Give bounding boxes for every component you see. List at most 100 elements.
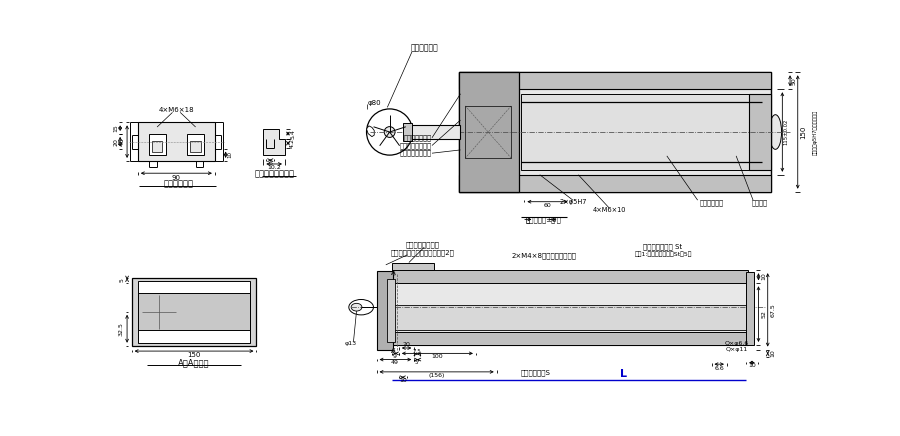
Ellipse shape [770,115,781,150]
Text: 32.5: 32.5 [119,322,123,336]
Circle shape [198,127,201,129]
Circle shape [640,77,647,84]
Circle shape [148,301,169,323]
Circle shape [487,109,490,112]
Bar [392,270,749,283]
Bar [459,72,770,192]
Bar [749,94,770,170]
Circle shape [197,126,202,131]
Circle shape [366,109,413,155]
Text: ＋: ＋ [551,216,555,223]
Bar [459,72,770,89]
Circle shape [150,126,156,131]
Circle shape [590,180,598,187]
Text: 2×φ5H7: 2×φ5H7 [559,199,587,205]
Circle shape [652,337,655,340]
Bar [387,279,395,342]
Text: 4×M6×18: 4×M6×18 [158,107,194,113]
Text: 10: 10 [761,272,767,280]
Circle shape [487,85,490,88]
Circle shape [501,108,507,113]
Circle shape [502,109,505,112]
Circle shape [470,84,475,89]
Text: 台形ねじ: 台形ねじ [752,199,767,206]
Text: A: A [392,348,396,354]
Circle shape [384,126,395,137]
Circle shape [470,108,475,113]
Text: 2×M4×8（反対側も同様）: 2×M4×8（反対側も同様） [511,252,576,259]
Text: 5: 5 [414,360,418,365]
Text: 100: 100 [432,354,443,359]
Text: 52: 52 [761,310,767,318]
Text: 50: 50 [791,77,796,85]
Text: 10: 10 [749,363,756,368]
Text: 60: 60 [544,203,552,208]
Text: 朝顔ハンドル: 朝顔ハンドル [410,43,438,52]
Bar [392,305,749,330]
Text: 20: 20 [402,342,410,347]
Text: 115±0.02: 115±0.02 [784,119,788,145]
Circle shape [699,126,712,138]
Text: 有効ストローク St: 有効ストローク St [644,244,682,250]
Circle shape [139,284,146,291]
Bar [746,272,754,345]
Text: 15: 15 [113,124,118,132]
Text: クランププレート: クランププレート [406,242,440,248]
Text: 4×M6×10: 4×M6×10 [592,207,626,213]
Text: 5: 5 [120,278,125,282]
Circle shape [242,284,249,291]
Text: サイドプレート: サイドプレート [404,134,432,141]
Text: 10: 10 [227,151,232,158]
Bar [187,134,204,156]
Circle shape [157,310,160,314]
Circle shape [139,333,146,340]
Circle shape [607,126,619,138]
Circle shape [501,175,507,180]
Circle shape [220,298,248,326]
Text: 台形ねじ用ナット: 台形ねじ用ナット [400,142,432,149]
Circle shape [502,176,505,178]
Bar [392,332,749,345]
Circle shape [470,175,475,180]
Text: A－A矢視図: A－A矢視図 [178,358,210,367]
Circle shape [741,77,747,84]
Bar [138,281,250,343]
Circle shape [485,84,490,89]
Circle shape [152,127,155,129]
Text: 20: 20 [113,138,118,146]
Bar [138,123,215,161]
Circle shape [730,337,732,340]
Circle shape [154,307,163,317]
Circle shape [472,85,474,88]
Text: 46: 46 [119,137,125,146]
Circle shape [472,152,474,155]
Text: 原点位置（±0）: 原点位置（±0） [526,216,562,223]
Text: 10: 10 [770,350,776,357]
Bar [148,134,166,156]
Circle shape [141,295,176,329]
Circle shape [540,77,547,84]
Text: 67.5: 67.5 [770,303,776,317]
Bar [459,175,770,192]
Ellipse shape [349,300,373,315]
Text: 150: 150 [187,352,201,358]
Bar [131,278,256,346]
Circle shape [502,152,505,155]
Text: リニアガイド: リニアガイド [699,199,724,206]
Polygon shape [264,129,285,156]
Text: （注1:限界ストロークSt＋5）: （注1:限界ストロークSt＋5） [634,251,692,257]
Text: （公差はφ5H7穴のみ適用）: （公差はφ5H7穴のみ適用） [813,109,818,155]
Circle shape [689,336,695,341]
Circle shape [640,180,647,187]
Text: 7.5: 7.5 [413,348,422,354]
Text: 取付穴ピッチS: 取付穴ピッチS [521,369,551,376]
Text: 5.4: 5.4 [290,129,295,139]
Text: 6: 6 [268,161,272,166]
Circle shape [487,176,490,178]
Text: φ13: φ13 [345,341,357,346]
Bar [459,72,519,192]
Circle shape [741,180,747,187]
Circle shape [501,84,507,89]
Text: φ80: φ80 [367,100,381,106]
Circle shape [691,337,693,340]
